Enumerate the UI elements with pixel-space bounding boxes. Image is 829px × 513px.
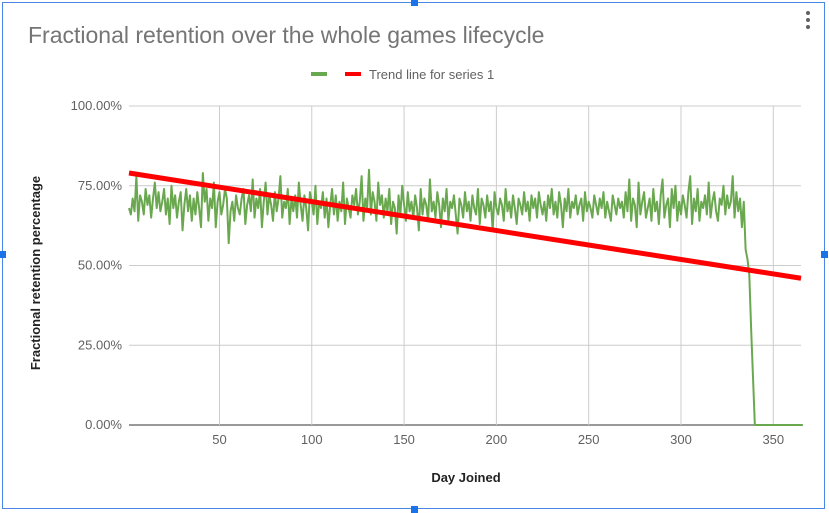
legend-label-trend: Trend line for series 1 [369,66,495,82]
legend-swatch-trend [345,72,361,76]
resize-handle-left-middle[interactable] [0,251,6,258]
x-axis-label: Day Joined [431,470,500,485]
x-tick-label: 50 [212,432,226,447]
resize-handle-right-middle[interactable] [821,251,828,258]
y-axis-label: Fractional retention percentage [28,176,43,370]
x-tick-label: 350 [762,432,784,447]
resize-handle-bottom-center[interactable] [411,506,418,513]
chart-legend: Trend line for series 1 [311,66,494,82]
y-tick-label: 75.00% [78,178,123,193]
y-tick-label: 100.00% [71,98,123,113]
chart-title: Fractional retention over the whole game… [28,22,545,48]
resize-handle-top-center[interactable] [411,0,418,6]
x-tick-label: 150 [393,432,415,447]
x-tick-label: 300 [670,432,692,447]
legend-swatch-series-1 [311,72,327,76]
x-tick-label: 100 [301,432,323,447]
trend-line [128,170,802,281]
x-tick-label: 200 [486,432,508,447]
y-tick-label: 25.00% [78,337,123,352]
y-tick-label: 50.00% [78,258,123,273]
more-vert-icon[interactable] [803,11,813,33]
series-1-line [128,168,803,426]
x-tick-label: 250 [578,432,600,447]
y-tick-label: 0.00% [85,417,122,432]
